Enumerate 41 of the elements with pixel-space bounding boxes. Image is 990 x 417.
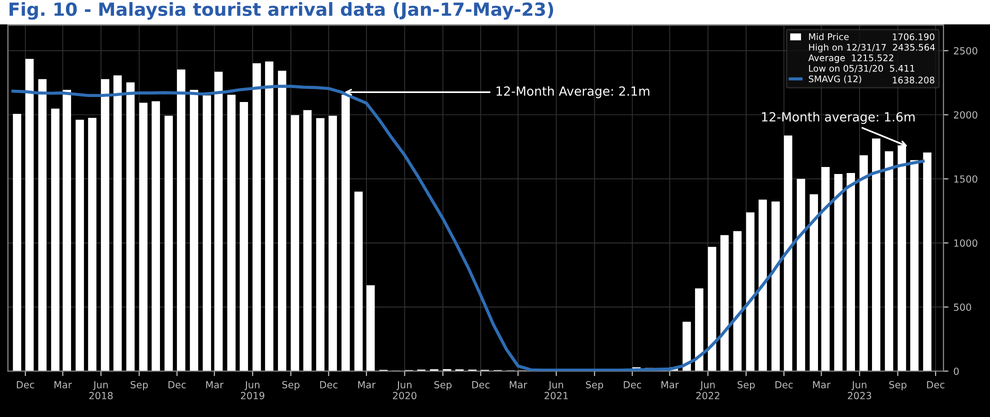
annotation: High on 12/31/17 2435.564 xyxy=(809,44,935,52)
x-tick-label: Dec xyxy=(320,381,338,388)
annotation: Average 1215.522 xyxy=(808,54,894,63)
y-tick-label: 500 xyxy=(954,304,972,311)
x-tick-label: Sep xyxy=(889,381,906,390)
x-tick-label: Sep xyxy=(586,381,604,390)
x-tick-label: Jun 2022 xyxy=(696,381,720,400)
x-tick-label: Dec xyxy=(927,381,944,388)
annotation: 1706.190 xyxy=(892,33,934,40)
annotation: 12-Month Average: 2.1m xyxy=(496,86,650,98)
x-tick-label: Dec xyxy=(16,381,34,388)
x-tick-label: Sep xyxy=(738,381,755,390)
x-tick-label: Jun 2019 xyxy=(240,381,264,400)
annotation: 1638.208 xyxy=(892,76,934,84)
y-tick-label: 1500 xyxy=(954,175,978,183)
annotation: Low on 05/31/20 5.411 xyxy=(809,64,914,72)
x-tick-label: Mar xyxy=(510,381,528,388)
x-tick-label: Sep xyxy=(130,381,148,390)
x-tick-label: Dec xyxy=(168,381,186,388)
y-tick-label: 2000 xyxy=(954,111,978,119)
x-tick-label: Jun 2023 xyxy=(848,381,872,400)
x-tick-label: Jun 2020 xyxy=(392,381,416,400)
x-tick-label: Sep xyxy=(282,381,300,390)
y-tick-label: 0 xyxy=(954,368,959,375)
x-tick-label: Dec xyxy=(472,381,490,388)
x-tick-label: Dec xyxy=(775,381,793,388)
annotation: 12-Month average: 1.6m xyxy=(762,112,915,124)
y-tick-label: 2500 xyxy=(954,47,978,54)
x-tick-label: Mar xyxy=(813,381,831,388)
x-tick-label: Mar xyxy=(206,381,224,388)
x-tick-label: Jun 2018 xyxy=(89,381,113,400)
x-tick-label: Mar xyxy=(661,381,679,388)
y-tick-label: 1000 xyxy=(954,239,978,247)
x-tick-label: Mar xyxy=(54,381,72,388)
legend-label: SMAVG (12) xyxy=(808,75,862,84)
chart-title: Fig. 10 - Malaysia tourist arrival data (Jan-17-May-23) xyxy=(10,2,554,20)
x-tick-label: Jun 2021 xyxy=(544,381,568,400)
x-tick-label: Sep xyxy=(434,381,452,390)
legend-label: Mid Price xyxy=(809,33,849,40)
x-tick-label: Dec xyxy=(624,381,642,388)
x-tick-label: Mar xyxy=(358,381,376,388)
